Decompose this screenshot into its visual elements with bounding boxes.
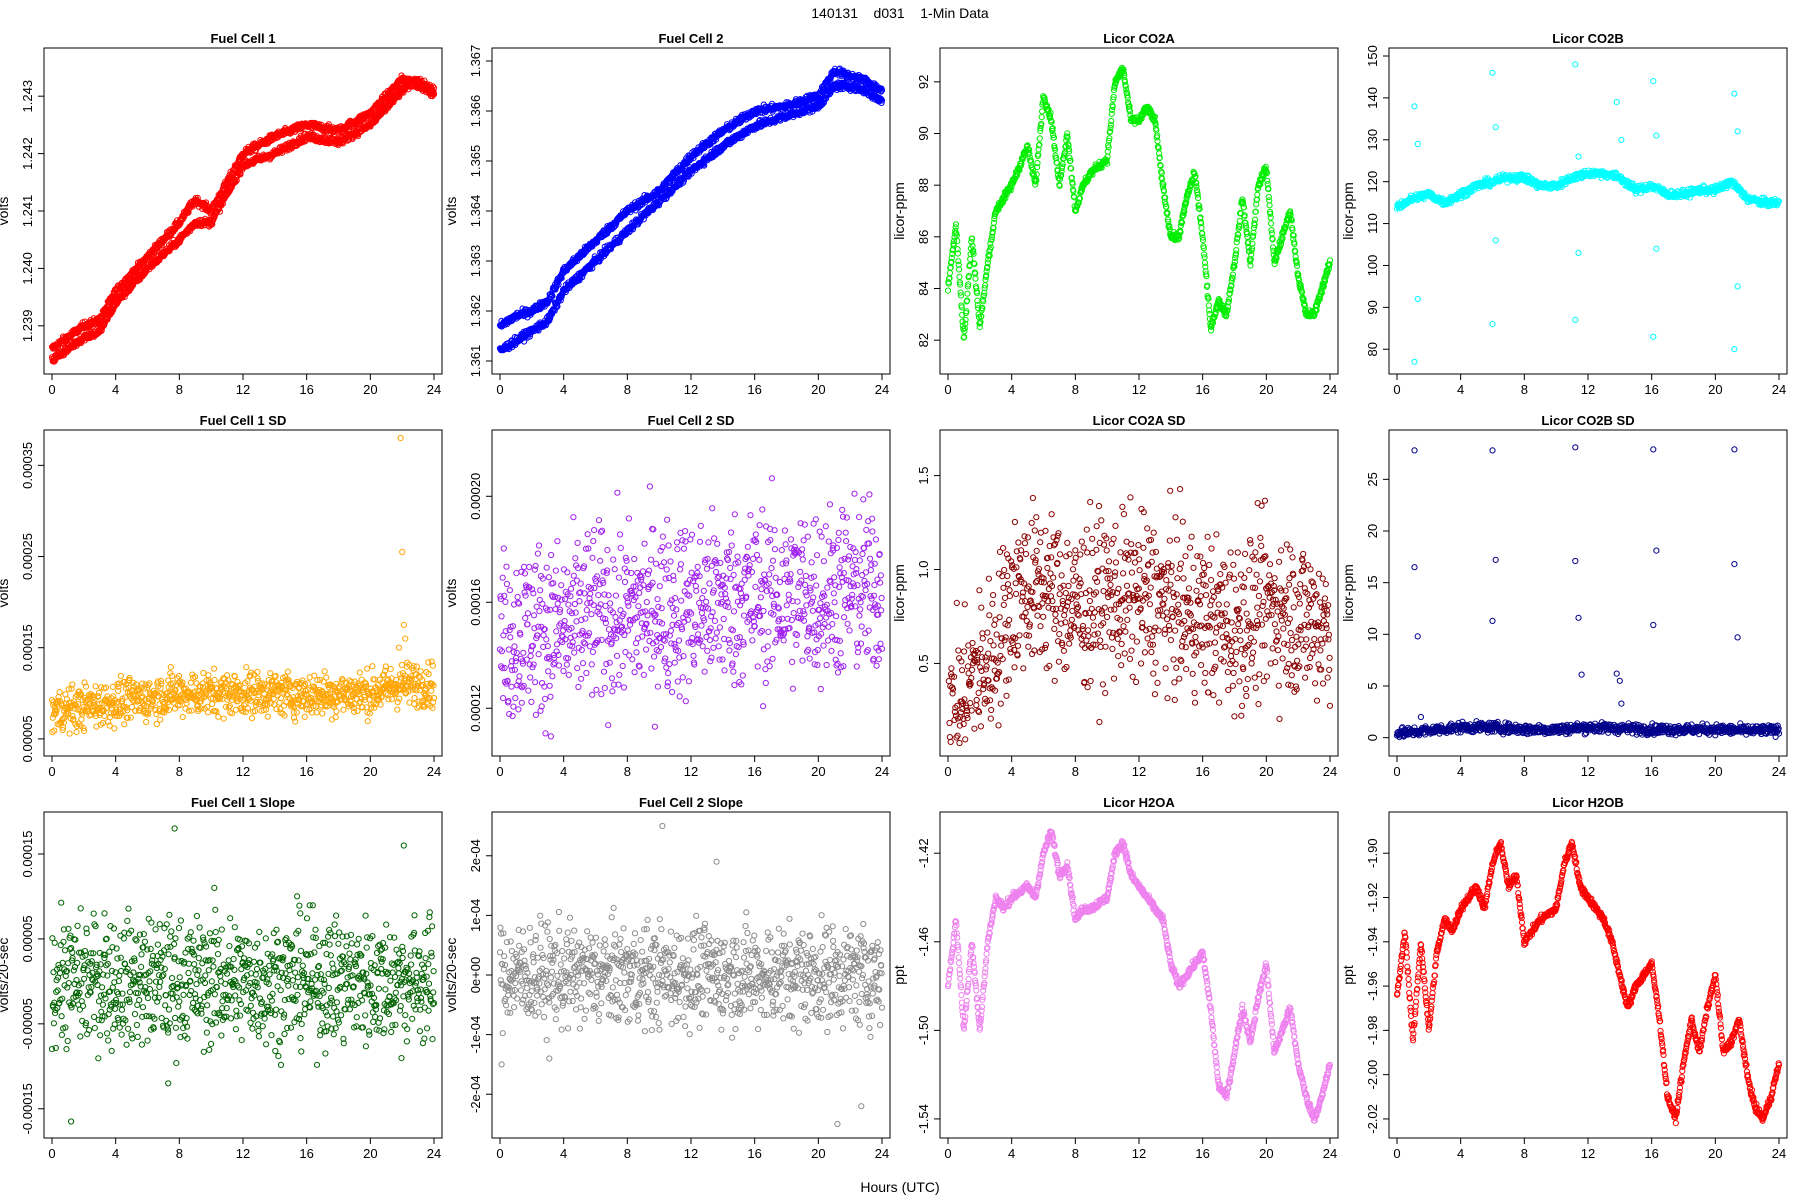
data-point bbox=[203, 199, 210, 206]
x-tick-label: 8 bbox=[176, 382, 183, 397]
y-tick-label: 1.366 bbox=[468, 95, 483, 128]
x-tick-label: 20 bbox=[363, 382, 377, 397]
x-tick-label: 16 bbox=[747, 382, 761, 397]
data-point bbox=[194, 194, 201, 201]
x-tick-label: 20 bbox=[1259, 382, 1273, 397]
y-tick-label: 90 bbox=[916, 126, 931, 140]
y-tick-label: 1.240 bbox=[20, 252, 35, 285]
x-tick-label: 12 bbox=[236, 382, 250, 397]
y-tick-label: 82 bbox=[916, 333, 931, 347]
y-axis-label: licor-ppm bbox=[891, 182, 907, 240]
x-tick-label: 12 bbox=[684, 382, 698, 397]
x-tick-label: 4 bbox=[560, 382, 567, 397]
x-tick-label: 24 bbox=[1323, 382, 1337, 397]
x-tick-label: 4 bbox=[112, 382, 119, 397]
x-tick-label: 8 bbox=[624, 382, 631, 397]
y-tick-label: 1.362 bbox=[468, 295, 483, 328]
y-tick-label: 84 bbox=[916, 281, 931, 295]
y-axis-label: volts bbox=[0, 197, 11, 226]
y-tick-label: 92 bbox=[916, 75, 931, 89]
y-tick-label: 1.239 bbox=[20, 310, 35, 343]
x-tick-label: 20 bbox=[811, 382, 825, 397]
figure-xlabel: Hours (UTC) bbox=[860, 1179, 939, 1195]
data-point bbox=[215, 191, 222, 198]
panels-group: Fuel Cell 1 volts 0 4 8 12 16 20 24 1.239 1.240 1.2… bbox=[0, 31, 1788, 1161]
data-point bbox=[78, 328, 85, 335]
x-tick-label: 16 bbox=[299, 382, 313, 397]
x-tick-label: 0 bbox=[944, 382, 951, 397]
y-tick-label: 86 bbox=[916, 230, 931, 244]
y-tick-label: 1.363 bbox=[468, 245, 483, 278]
panel-title: Licor CO2A bbox=[1103, 31, 1175, 46]
figure-title: 140131 d031 1-Min Data bbox=[811, 5, 989, 21]
x-tick-label: 0 bbox=[496, 382, 503, 397]
data-point bbox=[185, 209, 192, 216]
x-tick-label: 16 bbox=[1195, 382, 1209, 397]
y-tick-label: 1.241 bbox=[20, 195, 35, 228]
y-tick-label: 1.364 bbox=[468, 195, 483, 228]
y-tick-label: 1.367 bbox=[468, 45, 483, 78]
panel-title: Fuel Cell 1 bbox=[210, 31, 275, 46]
x-tick-label: 24 bbox=[427, 382, 441, 397]
data-point bbox=[181, 213, 188, 220]
y-tick-label: 1.365 bbox=[468, 145, 483, 178]
x-tick-label: 8 bbox=[1072, 382, 1079, 397]
y-tick-label: 1.243 bbox=[20, 80, 35, 113]
y-tick-label: 1.361 bbox=[468, 345, 483, 378]
x-tick-label: 0 bbox=[48, 382, 55, 397]
x-tick-label: 12 bbox=[1132, 382, 1146, 397]
y-tick-label: 1.242 bbox=[20, 137, 35, 170]
x-tick-label: 24 bbox=[875, 382, 889, 397]
panel-title: Fuel Cell 2 bbox=[658, 31, 723, 46]
data-point bbox=[89, 321, 96, 328]
panel-1: Fuel Cell 1 volts 0 4 8 12 16 20 24 1.239 1.240 1.2… bbox=[0, 31, 443, 397]
y-tick-label: 88 bbox=[916, 178, 931, 192]
y-axis-label: volts bbox=[443, 197, 459, 226]
x-tick-label: 4 bbox=[1008, 382, 1015, 397]
